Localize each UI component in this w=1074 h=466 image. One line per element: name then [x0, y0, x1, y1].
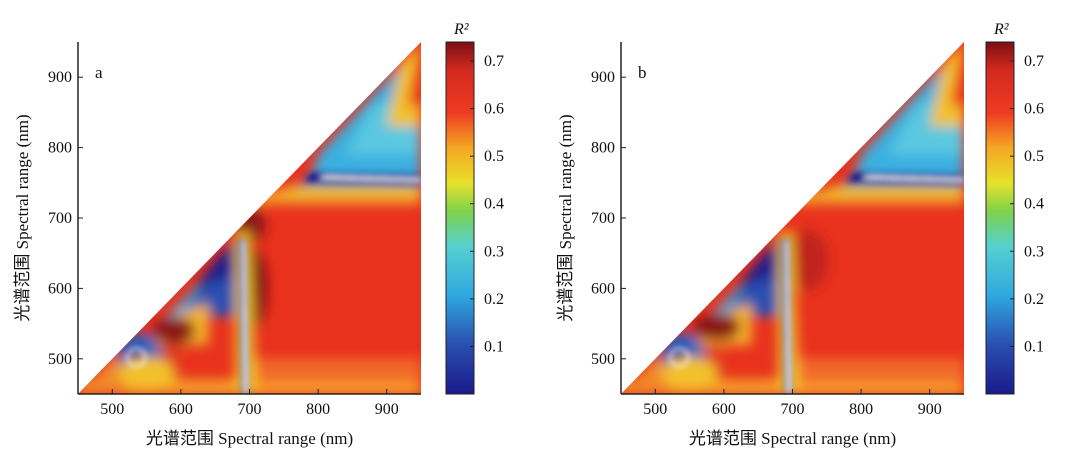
colorbar-tick-label: 0.3	[1024, 243, 1044, 260]
colorbar: 0.1 0.2 0.3 0.4 0.5 0.6 0.7 R²	[445, 21, 504, 395]
x-tick-label: 700	[781, 401, 805, 418]
colorbar-tick-label: 0.7	[484, 53, 504, 70]
heatmap-surface	[78, 42, 421, 394]
x-tick-label: 800	[306, 401, 330, 418]
colorbar-tick-label: 0.2	[1024, 291, 1044, 308]
colorbar-tick-label: 0.3	[484, 243, 504, 260]
colorbar-tick-label: 0.4	[1024, 196, 1044, 213]
colorbar-tick-label: 0.4	[484, 196, 504, 213]
x-tick-label: 500	[643, 401, 667, 418]
x-tick-label: 600	[712, 401, 736, 418]
x-tick-label: 900	[918, 401, 942, 418]
colorbar-tick-label: 0.5	[484, 148, 504, 165]
panel-label: b	[638, 63, 647, 82]
y-tick-label: 900	[591, 69, 615, 86]
y-tick-label: 500	[48, 351, 72, 368]
colorbar-title: R²	[993, 21, 1010, 38]
x-tick-label: 900	[375, 401, 399, 418]
y-axis-label: 光谱范围 Spectral range (nm)	[556, 114, 575, 321]
y-tick-label: 800	[591, 140, 615, 157]
x-axis-label: 光谱范围 Spectral range (nm)	[689, 429, 896, 448]
x-axis-label: 光谱范围 Spectral range (nm)	[146, 429, 353, 448]
colorbar-tick-label: 0.1	[484, 338, 504, 355]
colorbar-tick-label: 0.5	[1024, 148, 1044, 165]
colorbar-title: R²	[453, 21, 470, 38]
y-tick-label: 600	[591, 280, 615, 297]
y-tick-label: 700	[48, 210, 72, 227]
x-tick-label: 700	[238, 401, 262, 418]
colorbar-tick-label: 0.1	[1024, 338, 1044, 355]
y-tick-label: 700	[591, 210, 615, 227]
x-tick-label: 800	[849, 401, 873, 418]
y-tick-label: 900	[48, 69, 72, 86]
heatmap-blobs	[621, 42, 964, 394]
axes: 500 600 700 800 900 500 600 700 800 900 光谱范围 Spect…	[556, 42, 964, 448]
heatmap-panel-a: 500 600 700 800 900 500 600 700 800 900 光谱范围 Spect…	[13, 21, 504, 448]
x-tick-label: 600	[169, 401, 193, 418]
heatmap-surface	[621, 42, 964, 394]
colorbar-tick-label: 0.6	[484, 101, 504, 118]
colorbar-tick-label: 0.7	[1024, 53, 1044, 70]
colorbar: 0.1 0.2 0.3 0.4 0.5 0.6 0.7 R²	[985, 21, 1044, 395]
colorbar-tick-label: 0.6	[1024, 101, 1044, 118]
colorbar-gradient	[985, 41, 1015, 395]
heatmap-sharp-features	[126, 172, 421, 394]
colorbar-tick-label: 0.2	[484, 291, 504, 308]
y-axis-label: 光谱范围 Spectral range (nm)	[13, 114, 32, 321]
y-tick-label: 600	[48, 280, 72, 297]
colorbar-gradient	[445, 41, 475, 395]
heatmap-sharp-features	[669, 172, 964, 394]
y-tick-label: 500	[591, 351, 615, 368]
heatmap-blobs	[78, 42, 421, 394]
axes: 500 600 700 800 900 500 600 700 800 900 光谱范围 Spect…	[13, 42, 421, 448]
x-tick-label: 500	[100, 401, 124, 418]
y-tick-label: 800	[48, 140, 72, 157]
panel-label: a	[95, 63, 103, 82]
heatmap-panel-b: 500 600 700 800 900 500 600 700 800 900 光谱范围 Spect…	[556, 21, 1044, 448]
